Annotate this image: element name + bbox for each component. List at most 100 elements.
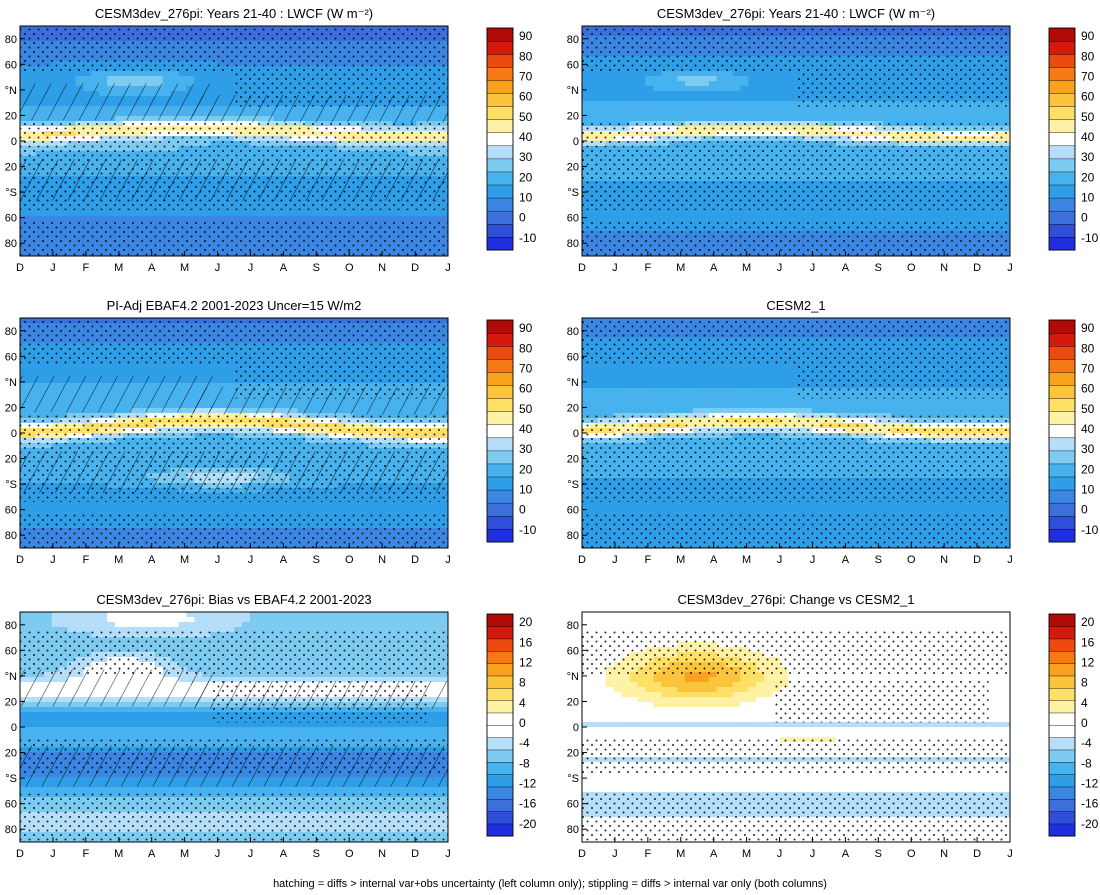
heat-cell [669,76,678,82]
heat-cell [764,111,773,117]
heat-cell [637,71,647,77]
colorbar-swatch [486,236,514,251]
heat-cell [645,101,655,107]
heat-cell [740,116,750,122]
panel-title: CESM3dev_276pi: Years 21-40 : LWCF (W m⁻… [95,6,373,21]
heat-cell [589,81,599,87]
heat-cell [51,71,61,77]
heat-cell [194,76,203,82]
heat-cell [756,216,765,222]
heat-cell [796,216,805,222]
heat-cell [978,111,987,117]
heat-cell [154,76,164,82]
heat-cell [629,81,639,87]
heat-cell [740,106,750,112]
heat-cell [843,116,853,122]
heat-cell [827,216,837,222]
heat-cell [321,216,330,222]
heat-cell [621,101,631,107]
heat-cell [780,76,789,82]
heat-cell [629,211,639,217]
y-tick-label: 0 [11,136,17,148]
heat-cell [249,216,259,222]
heat-cell [724,216,734,222]
x-tick-label: M [114,262,123,274]
heat-cell [605,116,615,122]
heat-cell [851,106,861,112]
heat-cell [605,111,615,117]
heat-cell [677,106,686,112]
heat-cell [716,211,726,217]
heat-cell [962,111,972,117]
heat-cell [740,91,750,97]
colorbar-label: -10 [519,231,537,245]
heat-cell [788,71,797,77]
heat-cell [708,216,718,222]
heat-cell [265,216,275,222]
heat-cell [178,76,188,82]
heat-cell [835,116,845,122]
heat-cell [716,101,726,107]
heat-cell [954,211,964,217]
heat-cell [621,86,631,92]
heat-cell [210,86,219,92]
y-tick-label: 60 [5,59,17,71]
heat-cell [859,116,869,122]
heat-cell [115,71,124,77]
heat-cell [772,111,781,117]
heat-cell [843,211,853,217]
heat-cell [146,76,156,82]
heat-cell [819,116,829,122]
heat-cell [685,101,694,107]
heat-cell [67,216,77,222]
heat-cell [629,101,639,107]
heat-cell [772,101,781,107]
heat-cell [313,211,322,217]
heat-cell [692,101,702,107]
heat-cell [597,101,607,107]
heat-cell [661,216,670,222]
heat-cell [653,101,662,107]
heat-cell [788,96,797,102]
heat-cell [764,216,773,222]
heat-cell [970,211,979,217]
heat-cell [130,211,140,217]
heat-cell [59,76,69,82]
heat-cell [613,81,623,87]
hatch-region [191,95,448,123]
heat-cell [994,111,1003,117]
heat-cell [685,71,694,77]
heat-cell [408,211,417,217]
heat-cell [986,106,995,112]
heat-cell [384,216,394,222]
heat-cell [732,96,742,102]
heat-cell [748,216,758,222]
heat-cell [605,101,615,107]
heat-cell [732,116,742,122]
heat-cell [938,216,948,222]
heat-cell [202,76,211,82]
heat-cell [605,216,615,222]
heat-cell [51,76,61,82]
heat-cell [653,111,662,117]
heat-cell [661,76,670,82]
heat-cell [321,211,330,217]
heat-cell [210,76,219,82]
heat-cell [978,106,987,112]
heat-cell [685,216,694,222]
heat-cell [20,76,29,82]
heat-cell [899,111,908,117]
stipple-region [20,26,448,72]
heat-cell [724,76,734,82]
y-tick-label: 80 [5,238,17,250]
heat-cell [692,91,702,97]
heat-cell [946,216,956,222]
colorbar-label: 70 [519,69,533,83]
heat-cell [621,81,631,87]
heat-cell [772,216,781,222]
heat-cell [764,106,773,112]
heat-cell [740,211,750,217]
heat-cell [67,71,77,77]
heat-cell [716,116,726,122]
